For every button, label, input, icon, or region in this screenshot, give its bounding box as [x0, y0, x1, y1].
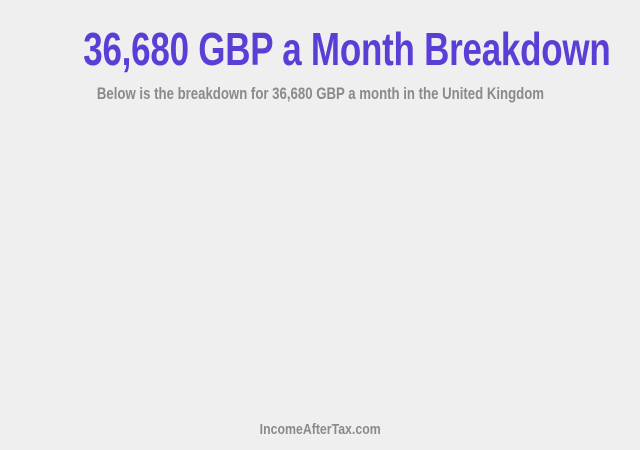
page-subtitle: Below is the breakdown for 36,680 GBP a …	[96, 85, 544, 103]
page-title: 36,680 GBP a Month Breakdown	[83, 23, 611, 75]
page-subtitle-container: Below is the breakdown for 36,680 GBP a …	[0, 85, 640, 104]
footer: IncomeAfterTax.com	[0, 421, 640, 439]
site-name: IncomeAfterTax.com	[259, 422, 381, 438]
page-title-container: 36,680 GBP a Month Breakdown	[0, 22, 640, 76]
